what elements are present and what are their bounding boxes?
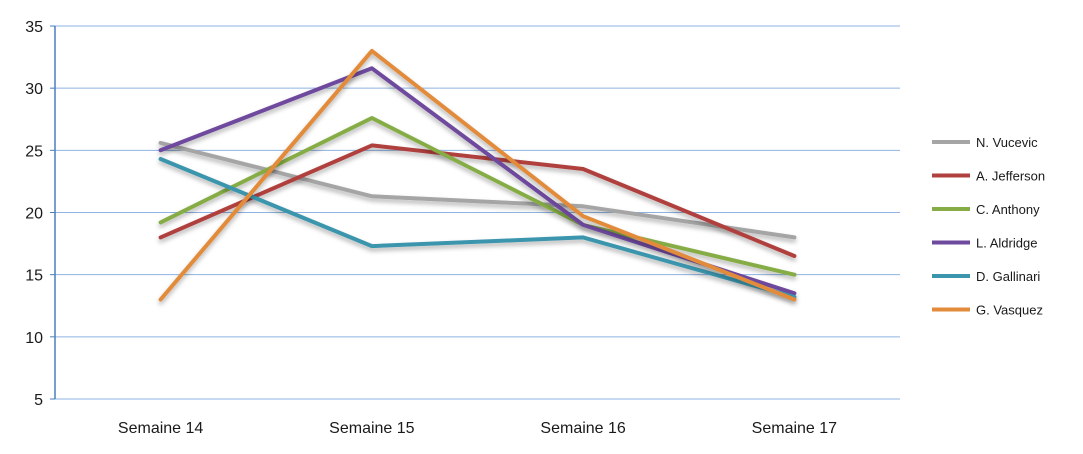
x-axis-tick-labels: Semaine 14 Semaine 15 Semaine 16 Semaine 17 [118, 420, 837, 437]
y-tick-label: 10 [25, 330, 43, 347]
legend-item: N. Vucevic [932, 135, 1038, 150]
data-series [158, 48, 797, 302]
series-line [158, 157, 797, 299]
series-g-vasquez [158, 48, 797, 302]
legend-item: A. Jefferson [932, 169, 1045, 184]
y-tick-label: 35 [25, 19, 43, 36]
legend: N. Vucevic A. Jefferson C. Anthony L. Aldri… [932, 135, 1045, 318]
x-tick-label: Semaine 15 [329, 420, 414, 437]
series-a-jefferson [158, 143, 797, 258]
series-line [158, 143, 797, 258]
y-tick-label: 25 [25, 143, 43, 160]
x-tick-label: Semaine 14 [118, 420, 203, 437]
y-tick-label: 15 [25, 268, 43, 285]
series-d-gallinari [158, 157, 797, 299]
series-l-aldridge [158, 66, 797, 296]
legend-label: L. Aldridge [976, 236, 1037, 251]
y-tick-label: 20 [25, 206, 43, 223]
series-c-anthony [158, 116, 797, 277]
x-tick-label: Semaine 17 [752, 420, 837, 437]
y-tick-label: 5 [34, 392, 43, 409]
legend-item: G. Vasquez [932, 303, 1043, 318]
legend-label: N. Vucevic [976, 135, 1038, 150]
axes [50, 25, 56, 400]
legend-item: C. Anthony [932, 202, 1040, 217]
x-tick-label: Semaine 16 [540, 420, 625, 437]
y-axis-tick-labels: 5 10 15 20 25 30 35 [25, 19, 43, 409]
legend-item: D. Gallinari [932, 269, 1040, 284]
legend-label: D. Gallinari [976, 269, 1040, 284]
series-line [158, 48, 797, 302]
legend-item: L. Aldridge [932, 236, 1037, 251]
series-line [158, 116, 797, 277]
series-line [158, 66, 797, 296]
legend-label: A. Jefferson [976, 169, 1045, 184]
legend-label: C. Anthony [976, 202, 1040, 217]
y-tick-label: 30 [25, 81, 43, 98]
legend-label: G. Vasquez [976, 303, 1043, 318]
